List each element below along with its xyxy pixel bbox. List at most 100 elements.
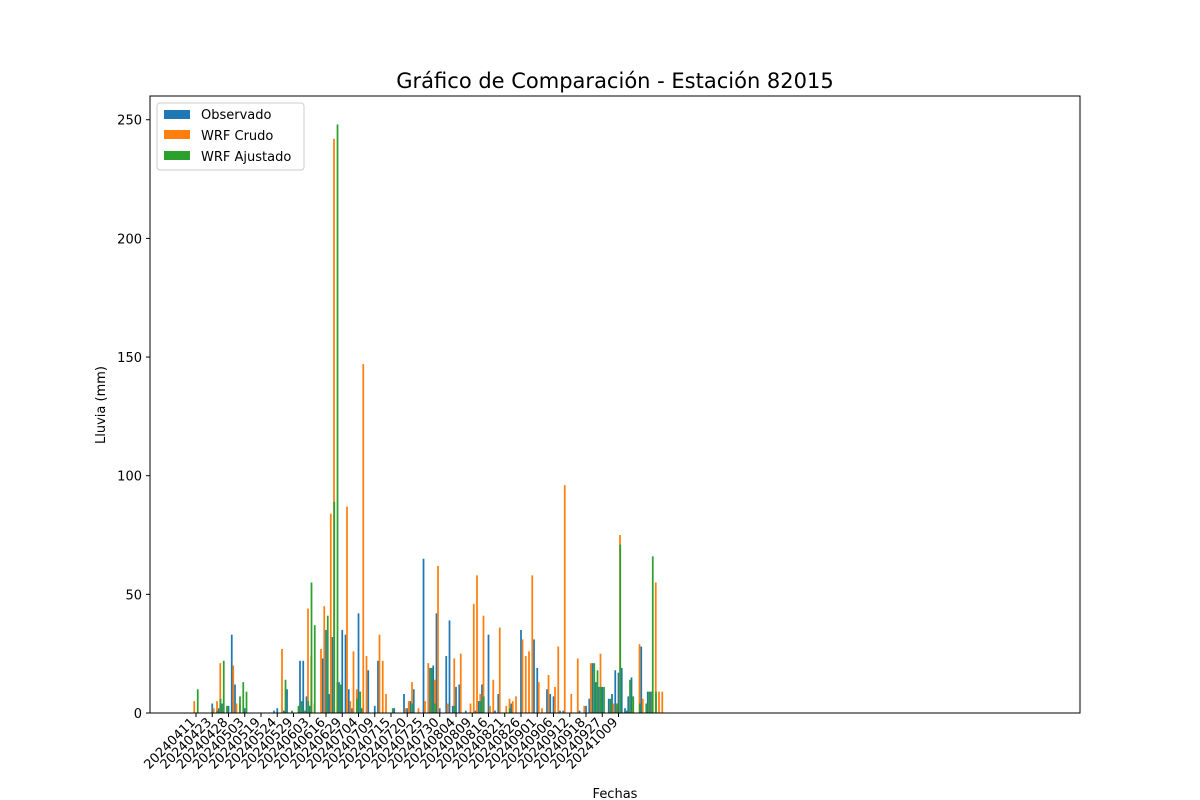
bar-wrf-ajustado <box>216 710 219 713</box>
bar-observado <box>588 698 591 713</box>
bar-observado <box>282 710 285 713</box>
bar-wrf-crudo <box>508 698 511 713</box>
bar-wrf-ajustado <box>307 701 310 713</box>
bar-wrf-crudo <box>352 651 355 713</box>
bar-wrf-ajustado <box>453 705 456 713</box>
x-axis-ticks: 2024041120240423202404282024050320240519… <box>141 713 621 773</box>
bar-observado <box>650 691 652 713</box>
bar-wrf-ajustado <box>596 670 599 713</box>
bar-observado <box>377 660 379 713</box>
bar-observado <box>620 667 623 713</box>
bar-observado <box>624 708 626 713</box>
bar-wrf-crudo <box>346 506 348 713</box>
bar-wrf-crudo <box>437 565 439 713</box>
bar-observado <box>617 672 620 713</box>
bar-wrf-ajustado <box>632 696 635 713</box>
bar-observado <box>455 686 457 713</box>
bar-observado <box>299 660 301 713</box>
bar-wrf-crudo <box>476 575 478 713</box>
bar-observado <box>464 710 467 713</box>
bar-wrf-ajustado <box>593 663 596 713</box>
bar-wrf-crudo <box>554 686 556 713</box>
bar-observado <box>217 708 220 713</box>
bar-wrf-crudo <box>212 708 215 713</box>
bar-wrf-ajustado <box>508 708 511 713</box>
y-axis-label: Lluvia (mm) <box>94 366 109 444</box>
bar-observado <box>331 637 334 713</box>
y-tick-label: 50 <box>125 588 142 603</box>
bar-wrf-ajustado <box>434 703 436 713</box>
bar-observado <box>393 708 396 713</box>
bar-observado <box>341 629 344 713</box>
bar-observado <box>344 634 347 713</box>
bar-wrf-crudo <box>612 703 615 713</box>
bar-wrf-ajustado <box>304 710 306 713</box>
bar-wrf-crudo <box>281 648 283 713</box>
bar-wrf-crudo <box>411 682 413 713</box>
bar-wrf-ajustado <box>239 696 241 713</box>
bar-wrf-ajustado <box>391 708 394 713</box>
bar-observado <box>243 708 246 713</box>
bar-wrf-crudo <box>589 663 592 713</box>
bar-observado <box>325 629 327 713</box>
bar-wrf-crudo <box>570 694 573 713</box>
bar-observado <box>432 665 435 713</box>
bar-observado <box>360 708 363 713</box>
bar-wrf-crudo <box>489 705 491 713</box>
bar-wrf-crudo <box>521 639 524 713</box>
bar-wrf-ajustado <box>226 705 228 713</box>
bar-wrf-ajustado <box>651 556 654 713</box>
bar-wrf-crudo <box>599 653 602 713</box>
bar-wrf-crudo <box>365 656 368 713</box>
bar-wrf-crudo <box>404 708 407 713</box>
bar-observado <box>438 708 441 713</box>
bar-observado <box>552 696 555 713</box>
plot-frame <box>149 95 1081 714</box>
bar-wrf-ajustado <box>411 703 414 713</box>
bar-observado <box>585 705 587 713</box>
bar-wrf-ajustado <box>356 698 358 713</box>
bar-wrf-crudo <box>433 679 436 713</box>
bar-wrf-crudo <box>446 703 449 713</box>
bar-wrf-crudo <box>362 364 365 713</box>
bar-wrf-crudo <box>385 694 387 713</box>
bar-observado <box>627 696 630 713</box>
bar-wrf-ajustado <box>645 703 648 713</box>
bar-wrf-crudo <box>547 675 550 713</box>
bar-wrf-crudo <box>492 679 495 713</box>
bar-observado <box>474 710 477 713</box>
bar-observado <box>562 710 565 713</box>
bar-wrf-crudo <box>641 698 644 713</box>
bar-observado <box>286 689 288 713</box>
bar-wrf-ajustado <box>479 701 482 713</box>
bar-wrf-ajustado <box>242 682 245 713</box>
bar-wrf-crudo <box>524 656 527 713</box>
bar-observado <box>429 667 431 713</box>
bar-wrf-crudo <box>557 646 560 713</box>
legend-box <box>156 102 305 171</box>
bar-wrf-crudo <box>537 682 540 713</box>
bar-wrf-crudo <box>515 696 517 713</box>
bar-wrf-ajustado <box>625 710 628 713</box>
bar-observado <box>614 670 617 713</box>
bar-wrf-ajustado <box>430 667 433 713</box>
bar-observado <box>549 694 552 713</box>
bar-observado <box>221 703 223 713</box>
bar-observado <box>276 708 279 713</box>
bar-wrf-ajustado <box>616 703 618 713</box>
bar-observado <box>510 703 513 713</box>
bar-observado <box>630 677 633 713</box>
bar-wrf-crudo <box>349 701 352 713</box>
bar-wrf-crudo <box>482 615 485 713</box>
bar-observado <box>591 663 594 713</box>
bar-wrf-ajustado <box>297 705 300 713</box>
bar-observado <box>598 686 600 713</box>
bar-observado <box>367 670 370 713</box>
bar-observado <box>451 705 454 713</box>
bar-wrf-crudo <box>453 658 456 713</box>
bar-wrf-crudo <box>528 651 530 713</box>
legend-swatch-wrf-crudo <box>164 130 190 139</box>
bar-wrf-ajustado <box>599 686 602 713</box>
bar-observado <box>351 708 353 713</box>
bar-wrf-ajustado <box>336 124 339 714</box>
